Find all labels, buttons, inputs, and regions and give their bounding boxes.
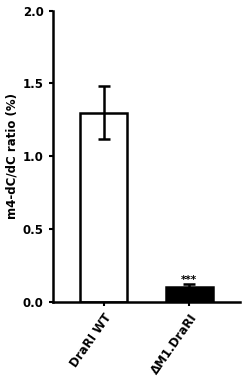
Y-axis label: m4-dC/dC ratio (%): m4-dC/dC ratio (%) — [6, 93, 18, 219]
Bar — [166, 287, 213, 302]
Bar — [80, 113, 127, 302]
Text: ***: *** — [181, 275, 197, 285]
